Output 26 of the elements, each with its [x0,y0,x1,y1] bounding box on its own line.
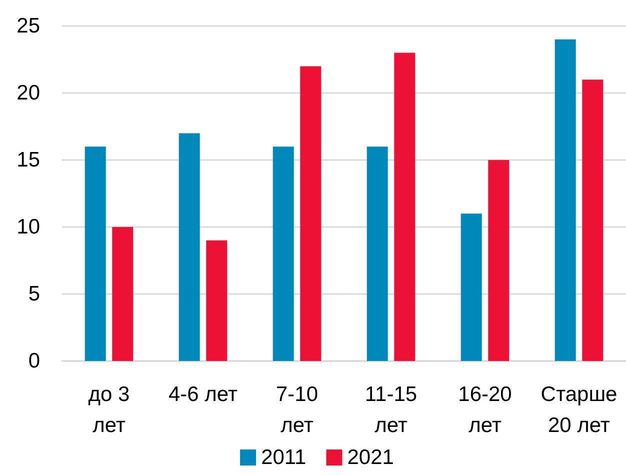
y-tick-label: 5 [28,282,40,306]
legend-label: 2011 [261,446,306,469]
x-tick-label: 16-20 лет [458,383,512,437]
bar [84,146,106,361]
bar [554,39,576,361]
bar [394,52,416,361]
bar [178,133,200,361]
y-tick-label: 20 [16,82,40,104]
bar [112,227,134,361]
bar [460,214,482,361]
bar [272,146,294,361]
x-tick-label: до 3 лет [88,383,130,437]
y-tick-label: 15 [16,148,40,172]
y-tick-label: 0 [28,350,40,372]
y-tick-label: 10 [16,216,40,238]
bar [366,146,388,361]
legend-label: 2021 [347,446,394,469]
x-tick-label: 4-6 лет [168,383,238,406]
bar [206,240,228,361]
x-tick-label: 11-15 лет [364,383,418,437]
bar [488,160,510,361]
y-tick-label: 25 [16,14,40,38]
x-tick-label: 7-10 лет [276,383,318,437]
bar [300,66,322,361]
x-tick-label: Старше 20 лет [540,383,618,437]
bar [582,80,604,361]
